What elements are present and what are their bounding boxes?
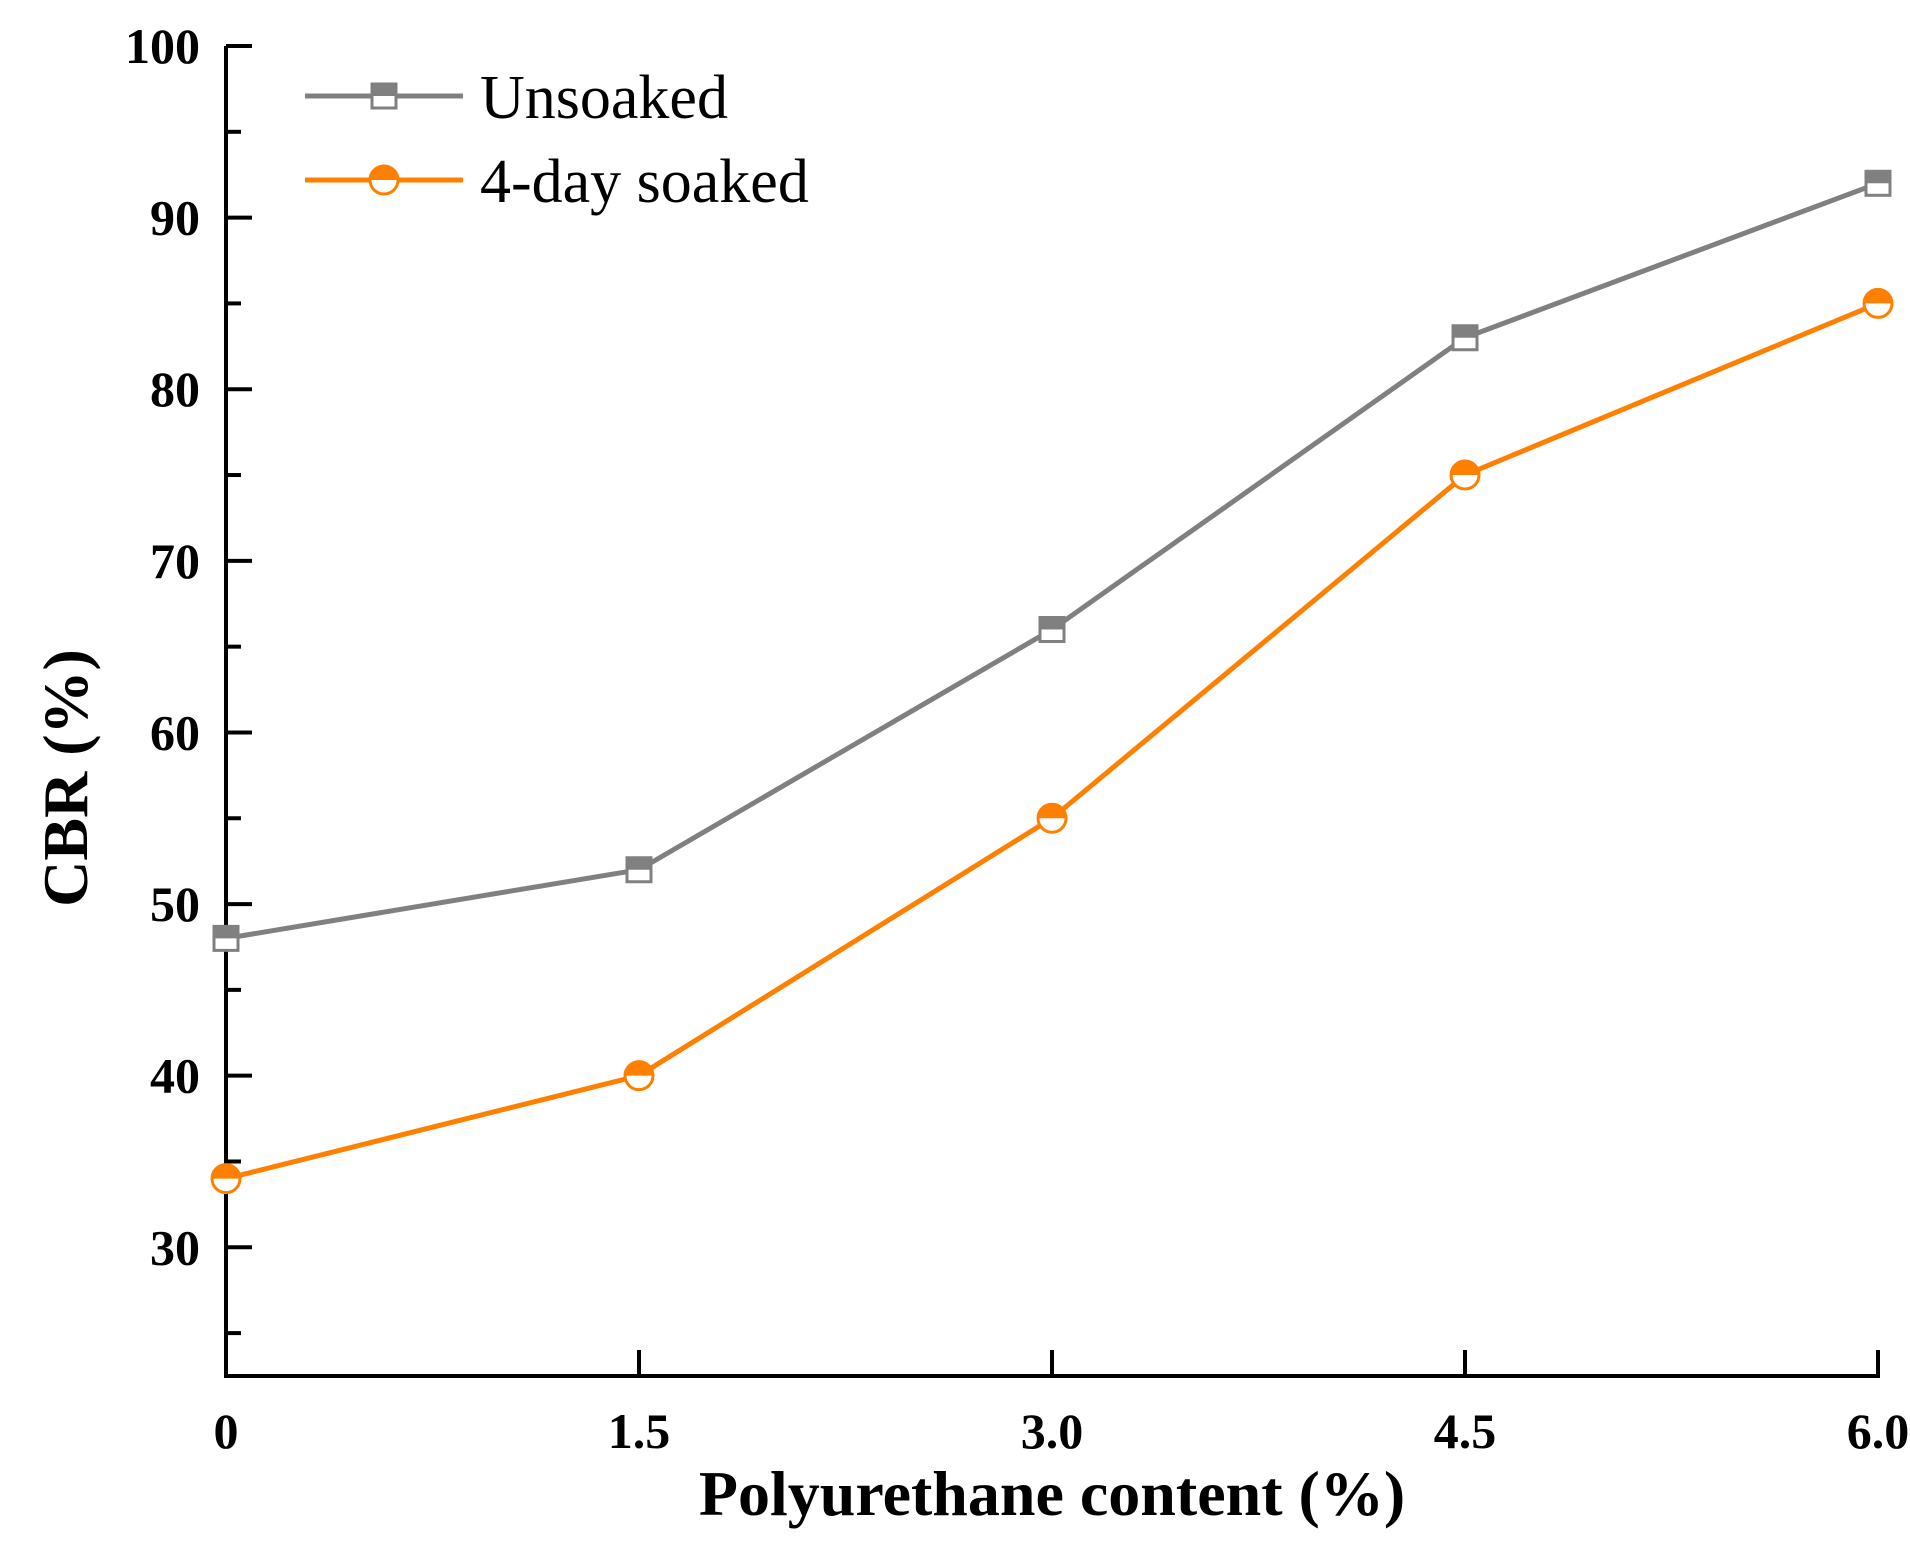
y-axis-title: CBR (%)	[30, 649, 101, 907]
y-tick-label: 50	[150, 876, 200, 932]
data-point	[1449, 459, 1481, 491]
x-tick-label: 0	[214, 1403, 239, 1459]
x-tick-label: 1.5	[608, 1403, 671, 1459]
y-tick-label: 90	[150, 190, 200, 246]
x-tick-label: 3.0	[1021, 1403, 1084, 1459]
data-point	[1451, 324, 1479, 352]
legend: Unsoaked 4-day soaked	[305, 64, 809, 216]
y-tick-label: 40	[150, 1048, 200, 1104]
data-point	[212, 924, 240, 952]
circle-marker-fill	[1451, 461, 1479, 476]
square-marker-fill	[214, 926, 238, 939]
legend-item: Unsoaked	[305, 64, 728, 132]
square-marker-fill	[1453, 325, 1477, 338]
y-tick-label: 80	[150, 361, 200, 417]
data-point	[1036, 802, 1068, 834]
data-point	[1862, 287, 1894, 319]
square-marker-fill	[1040, 617, 1064, 630]
circle-marker-fill	[1038, 804, 1066, 819]
circle-marker-fill	[212, 1164, 240, 1179]
data-point	[1038, 615, 1066, 643]
legend-label: Unsoaked	[480, 64, 728, 132]
y-tick-label: 60	[150, 704, 200, 760]
data-point	[210, 1163, 242, 1195]
legend-item: 4-day soaked	[305, 148, 809, 216]
x-axis-title: Polyurethane content (%)	[699, 1458, 1405, 1529]
series-soaked	[210, 287, 1894, 1195]
square-marker-fill	[1866, 171, 1890, 184]
square-marker-fill	[627, 857, 651, 870]
y-tick-label: 100	[125, 18, 200, 74]
data-point	[625, 856, 653, 884]
series-unsoaked	[212, 169, 1892, 952]
legend-circle-marker-fill	[370, 166, 398, 180]
axes: 30 40 50 60 70 80 90 100 0 1.5 3.0 4.5 6.0	[125, 18, 1909, 1459]
x-tick-label: 6.0	[1847, 1403, 1910, 1459]
legend-square-marker-fill	[372, 84, 396, 96]
legend-label: 4-day soaked	[480, 148, 809, 216]
data-point	[1864, 169, 1892, 197]
circle-marker-fill	[1864, 289, 1892, 304]
y-tick-label: 30	[150, 1219, 200, 1275]
series-line	[225, 301, 1879, 1182]
series-layer	[210, 169, 1894, 1195]
circle-marker-fill	[625, 1061, 653, 1076]
y-tick-label: 70	[150, 533, 200, 589]
data-point	[623, 1060, 655, 1092]
x-tick-label: 4.5	[1434, 1403, 1497, 1459]
